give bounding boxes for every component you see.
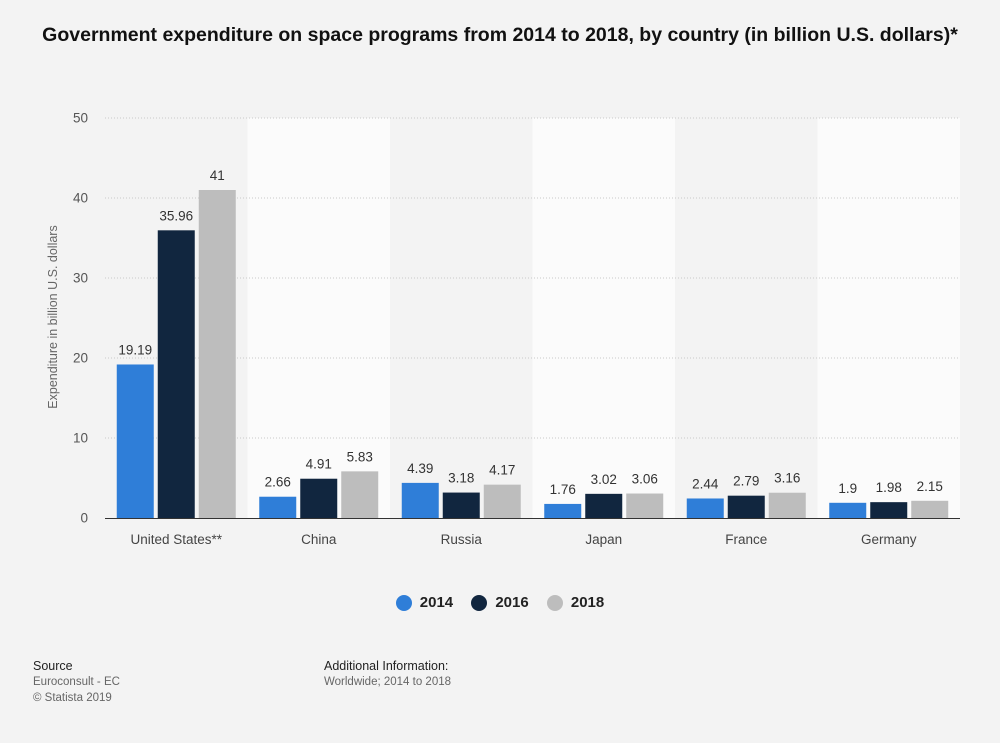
legend: 2014 2016 2018 [0, 594, 1000, 615]
source-label: Source [33, 659, 73, 673]
legend-label-2018: 2018 [570, 594, 605, 611]
bar-2014-china[interactable] [259, 496, 297, 518]
value-label: 3.06 [632, 472, 658, 487]
category-band [532, 118, 675, 518]
value-label: 1.9 [838, 481, 857, 496]
y-tick-label: 0 [80, 511, 88, 526]
x-tick-label: China [301, 532, 337, 547]
bar-2018-china[interactable] [341, 471, 379, 518]
y-tick-label: 40 [73, 191, 88, 206]
y-axis-label: Expenditure in billion U.S. dollars [46, 225, 60, 408]
legend-marker-2016 [471, 594, 488, 611]
legend-label-2014: 2014 [419, 594, 454, 611]
legend-label-2016: 2016 [495, 594, 529, 611]
bar-2016-germany[interactable] [870, 502, 908, 518]
value-label: 5.83 [347, 449, 373, 464]
value-label: 3.02 [591, 472, 617, 487]
value-label: 2.79 [733, 474, 759, 489]
category-band [817, 118, 960, 518]
x-tick-label: Japan [585, 532, 622, 547]
legend-marker-2014 [395, 594, 412, 611]
bar-2018-germany[interactable] [911, 500, 949, 518]
value-label: 19.19 [118, 342, 152, 357]
value-label: 2.66 [265, 475, 291, 490]
category-band [247, 118, 390, 518]
bar-2018-unitedstates[interactable] [198, 190, 236, 518]
bar-2014-germany[interactable] [829, 502, 867, 518]
bar-2018-japan[interactable] [626, 493, 664, 518]
y-tick-label: 30 [73, 271, 88, 286]
value-label: 3.18 [448, 471, 474, 486]
legend-marker-2018 [546, 594, 563, 611]
bar-2014-russia[interactable] [401, 482, 439, 518]
x-tick-label: Russia [441, 532, 483, 547]
chart-title: Government expenditure on space programs… [42, 24, 958, 46]
value-label: 4.39 [407, 461, 433, 476]
additional-info-line: Worldwide; 2014 to 2018 [324, 676, 452, 688]
value-label: 2.44 [692, 476, 719, 491]
bar-2016-france[interactable] [727, 495, 765, 518]
x-tick-label: Germany [861, 532, 917, 547]
source-block: Source Euroconsult - EC © Statista 2019 [33, 658, 120, 706]
x-tick-label: France [725, 532, 767, 547]
bar-2016-unitedstates[interactable] [157, 230, 195, 518]
value-label: 4.17 [489, 463, 515, 478]
bar-2018-france[interactable] [768, 492, 806, 518]
bar-2014-france[interactable] [686, 498, 724, 518]
value-label: 2.15 [917, 479, 943, 494]
legend-item-2018[interactable]: 2018 [546, 594, 605, 611]
value-label: 1.76 [550, 482, 576, 497]
source-line-2[interactable]: © Statista 2019 [33, 692, 112, 704]
additional-info-label: Additional Information: [324, 659, 449, 673]
additional-info-block: Additional Information: Worldwide; 2014 … [324, 658, 451, 690]
source-line-1[interactable]: Euroconsult - EC [33, 676, 120, 688]
value-label: 35.96 [159, 208, 193, 223]
y-tick-label: 50 [73, 111, 88, 126]
value-label: 4.91 [306, 457, 332, 472]
y-tick-label: 20 [73, 351, 88, 366]
bar-2016-russia[interactable] [442, 492, 480, 518]
value-label: 3.16 [774, 471, 800, 486]
legend-item-2016[interactable]: 2016 [471, 594, 529, 611]
value-label: 41 [210, 168, 225, 183]
bar-2016-china[interactable] [300, 478, 338, 518]
bar-2016-japan[interactable] [585, 493, 623, 518]
bar-2014-unitedstates[interactable] [116, 364, 154, 518]
bar-2014-japan[interactable] [544, 503, 582, 518]
bar-2018-russia[interactable] [483, 484, 521, 518]
x-tick-label: United States** [130, 532, 222, 547]
legend-item-2014[interactable]: 2014 [395, 594, 454, 611]
y-tick-label: 10 [73, 431, 88, 446]
value-label: 1.98 [876, 480, 902, 495]
